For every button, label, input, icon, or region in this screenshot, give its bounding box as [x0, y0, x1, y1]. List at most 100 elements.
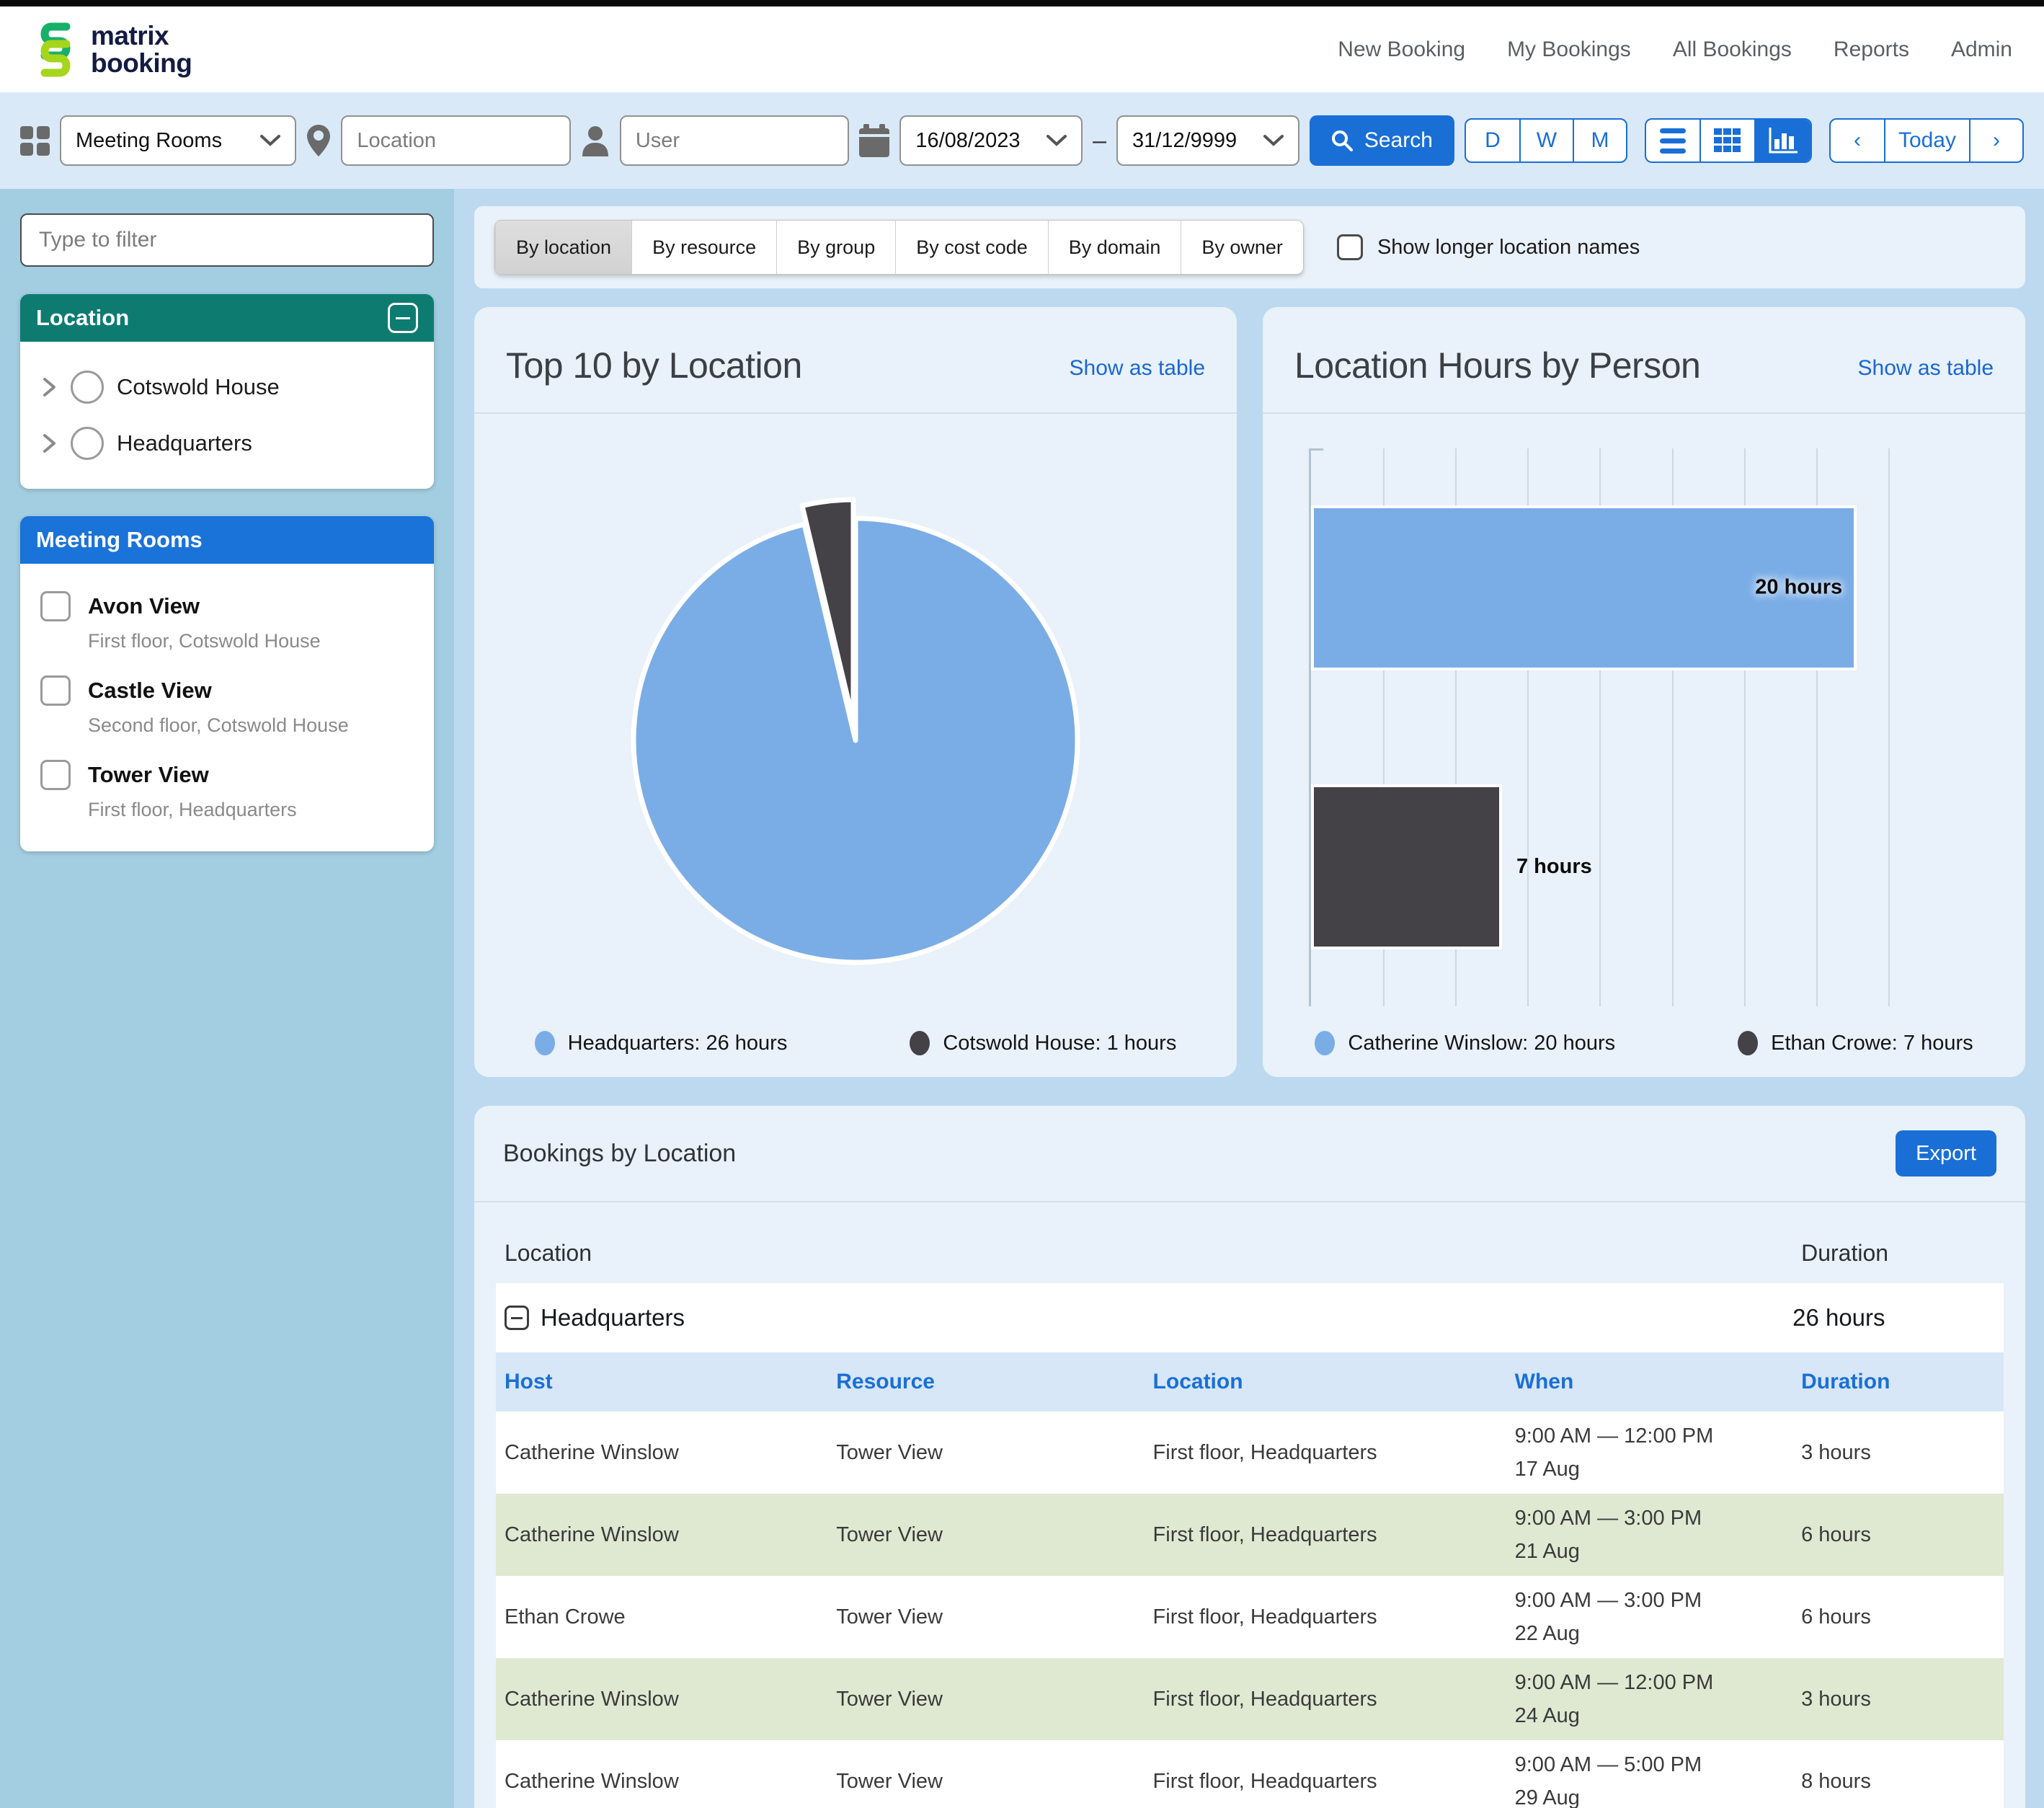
group-name: Headquarters [541, 1304, 685, 1331]
table-outer-header: Location Duration [496, 1223, 2004, 1283]
calendar-icon [859, 124, 889, 157]
list-icon [1660, 128, 1686, 154]
table-row[interactable]: Catherine Winslow Tower View First floor… [496, 1412, 2004, 1494]
bar: 20 hours [1311, 505, 1857, 670]
list-view-button[interactable] [1646, 120, 1699, 161]
location-pin-icon [306, 124, 331, 157]
week-view-button[interactable]: W [1519, 120, 1573, 161]
location-tree-item[interactable]: Headquarters [33, 415, 421, 471]
room-item[interactable]: Tower View First floor, Headquarters [33, 750, 421, 834]
location-radio[interactable] [71, 371, 104, 404]
when-cell: 9:00 AM — 12:00 PM 24 Aug [1506, 1670, 1792, 1729]
report-tab[interactable]: By group [776, 221, 895, 274]
date-to-select[interactable]: 31/12/9999 [1116, 115, 1299, 166]
column-header[interactable]: Resource [827, 1370, 1144, 1394]
hours-show-as-table-link[interactable]: Show as table [1858, 356, 1994, 386]
location-tree-item[interactable]: Cotswold House [33, 359, 421, 415]
when-cell: 9:00 AM — 12:00 PM 17 Aug [1506, 1423, 1792, 1482]
longer-names-checkbox[interactable] [1337, 234, 1363, 260]
report-tabs-strip: By locationBy resourceBy groupBy cost co… [474, 206, 2025, 288]
nav-item[interactable]: Reports [1834, 37, 1909, 62]
room-checkbox[interactable] [40, 591, 71, 621]
user-input[interactable] [636, 129, 833, 153]
column-header[interactable]: When [1506, 1370, 1792, 1394]
duration-cell: 3 hours [1792, 1441, 2004, 1465]
export-button[interactable]: Export [1896, 1130, 1996, 1176]
hours-by-person-title: Location Hours by Person [1294, 345, 1700, 386]
room-location: Second floor, Cotswold House [88, 706, 414, 737]
report-tab[interactable]: By owner [1181, 221, 1303, 274]
nav-item[interactable]: Admin [1951, 37, 2012, 62]
filter-input[interactable] [20, 213, 434, 267]
app-header: matrix booking New Booking My Bookings All… [0, 6, 2044, 92]
window-edge [0, 0, 2044, 6]
prev-button[interactable]: ‹ [1831, 120, 1884, 161]
longer-names-option: Show longer location names [1337, 234, 1640, 260]
bar-row: 7 hours [1311, 727, 1960, 1006]
room-checkbox[interactable] [40, 760, 71, 790]
bar-value-label: 20 hours [1755, 576, 1842, 600]
logo[interactable]: matrix booking [32, 19, 192, 81]
top10-card: Top 10 by Location Show as table Headqua… [474, 307, 1237, 1077]
host-cell: Catherine Winslow [496, 1441, 827, 1465]
content: Location Cotswold House [0, 189, 2044, 1808]
date-from-select[interactable]: 16/08/2023 [899, 115, 1083, 166]
room-item[interactable]: Avon View First floor, Cotswold House [33, 581, 421, 665]
resource-cell: Tower View [827, 1523, 1144, 1547]
report-tab[interactable]: By cost code [895, 221, 1048, 274]
when-date: 21 Aug [1515, 1538, 1792, 1564]
table-row[interactable]: Catherine Winslow Tower View First floor… [496, 1658, 2004, 1740]
report-tab[interactable]: By domain [1048, 221, 1181, 274]
room-location: First floor, Cotswold House [88, 621, 414, 652]
top10-show-as-table-link[interactable]: Show as table [1070, 356, 1205, 386]
column-header[interactable]: Location [1145, 1370, 1506, 1394]
day-view-button[interactable]: D [1466, 120, 1519, 161]
user-field[interactable] [620, 115, 849, 166]
group-row[interactable]: Headquarters 26 hours [496, 1283, 2004, 1352]
next-button[interactable]: › [1969, 120, 2022, 161]
nav-item[interactable]: New Booking [1338, 37, 1465, 62]
legend-label: Catherine Winslow: 20 hours [1348, 1032, 1615, 1055]
column-header[interactable]: Host [496, 1370, 827, 1394]
chevron-right-icon[interactable] [40, 430, 58, 456]
longer-names-label: Show longer location names [1377, 236, 1640, 260]
collapse-group-icon[interactable] [505, 1306, 529, 1330]
table-row[interactable]: Catherine Winslow Tower View First floor… [496, 1494, 2004, 1576]
location-radio[interactable] [71, 427, 104, 460]
duration-cell: 6 hours [1792, 1523, 2004, 1547]
table-row[interactable]: Ethan Crowe Tower View First floor, Head… [496, 1576, 2004, 1658]
date-nav: ‹ Today › [1829, 118, 2024, 163]
chart-view-button[interactable] [1754, 120, 1810, 161]
room-name: Avon View [88, 593, 200, 619]
report-tab[interactable]: By resource [631, 221, 776, 274]
host-cell: Catherine Winslow [496, 1688, 827, 1711]
location-input[interactable] [357, 129, 554, 153]
nav-item[interactable]: All Bookings [1673, 37, 1792, 62]
report-tab[interactable]: By location [495, 221, 631, 274]
legend-item: Cotswold House: 1 hours [910, 1031, 1176, 1055]
grid-view-button[interactable] [1699, 120, 1754, 161]
apps-grid-icon[interactable] [20, 126, 50, 156]
today-button[interactable]: Today [1884, 120, 1969, 161]
table-row[interactable]: Catherine Winslow Tower View First floor… [496, 1740, 2004, 1808]
search-button[interactable]: Search [1310, 115, 1454, 166]
table-icon [1714, 128, 1741, 153]
month-view-button[interactable]: M [1573, 120, 1626, 161]
location-field[interactable] [341, 115, 570, 166]
resource-type-select[interactable]: Meeting Rooms [60, 115, 296, 166]
room-item[interactable]: Castle View Second floor, Cotswold House [33, 665, 421, 750]
column-header[interactable]: Duration [1792, 1370, 2004, 1394]
collapse-icon[interactable] [388, 303, 418, 333]
room-location: First floor, Headquarters [88, 790, 414, 821]
when-cell: 9:00 AM — 3:00 PM 21 Aug [1506, 1505, 1792, 1564]
chevron-right-icon[interactable] [40, 374, 58, 400]
bar-legend: Catherine Winslow: 20 hours Ethan Crowe:… [1292, 1018, 1996, 1067]
legend-item: Headquarters: 26 hours [535, 1031, 788, 1055]
nav-item[interactable]: My Bookings [1507, 37, 1631, 62]
chevron-down-icon [260, 135, 280, 146]
host-cell: Ethan Crowe [496, 1605, 827, 1629]
bookings-table-title: Bookings by Location [503, 1140, 736, 1168]
legend-label: Cotswold House: 1 hours [943, 1032, 1176, 1055]
room-name: Castle View [88, 678, 212, 704]
room-checkbox[interactable] [40, 675, 71, 706]
